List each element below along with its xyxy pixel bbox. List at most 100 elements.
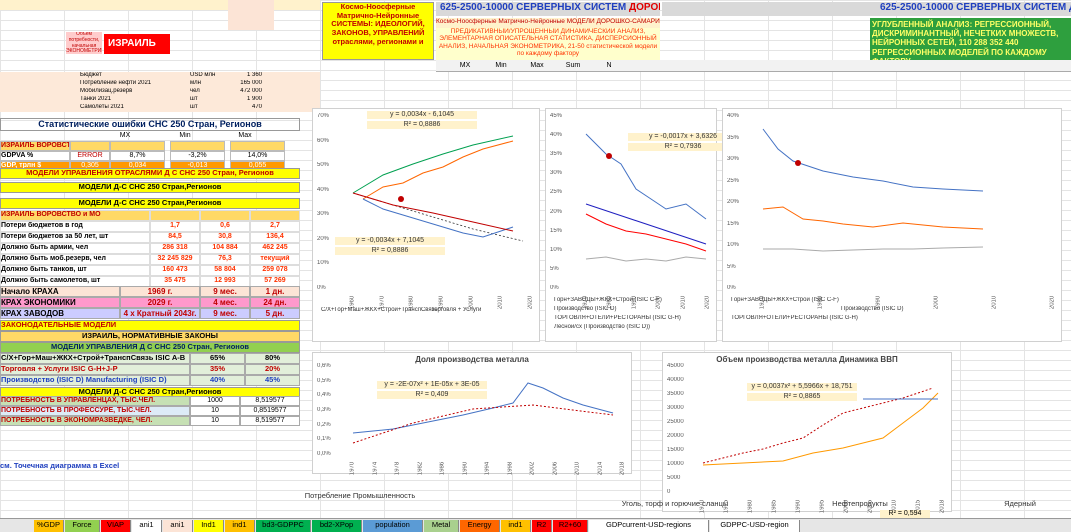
x-tick-label: 2006 bbox=[552, 461, 559, 476]
table-cell: ERROR bbox=[70, 151, 110, 161]
table-cell: 1969 г. bbox=[120, 286, 200, 297]
sheet-tab[interactable]: Metal bbox=[424, 520, 459, 532]
y-tick-label: 0% bbox=[550, 285, 559, 291]
y-tick-label: 30000 bbox=[667, 405, 684, 411]
series-line bbox=[585, 133, 707, 220]
grid-cell: 1 900 bbox=[246, 96, 262, 102]
trendline-equation: R² = 0,8886 bbox=[335, 247, 445, 256]
legend-entry: Горн+ЗАВОДЫ+ЖКХ+Строй (ISIC C-F) bbox=[554, 297, 662, 303]
table-cell: GDPVA % bbox=[0, 151, 70, 161]
trendline-equation: R² = 0,594 bbox=[880, 510, 930, 519]
trendline-equation: y = -0,0017x + 3,6326 bbox=[628, 133, 738, 142]
y-tick-label: 35000 bbox=[667, 391, 684, 397]
y-tick-label: 10% bbox=[550, 246, 563, 253]
sheet-tab[interactable]: R2+60 bbox=[553, 520, 588, 532]
sheet-tab[interactable]: ind1 bbox=[501, 520, 531, 532]
table-cell: 8,519577 bbox=[240, 416, 300, 426]
x-tick-label: 2018 bbox=[619, 461, 626, 476]
table-cell: 9 мес. bbox=[200, 308, 250, 319]
y-tick-label: 30% bbox=[550, 170, 563, 177]
table-cell: Производство (ISIC D) Manufacturing (ISI… bbox=[0, 375, 190, 386]
table-cell: Должно быть армии, чел bbox=[0, 243, 150, 254]
table-cell: КРАХ ЭКОНОМИКИ bbox=[0, 297, 120, 308]
section-title: Статистические ошибки СНС 250 Стран, Рег… bbox=[0, 118, 300, 131]
y-tick-label: 40% bbox=[317, 186, 330, 193]
sheet-tab[interactable]: Force bbox=[65, 520, 100, 532]
left-table: Статистические ошибки СНС 250 Стран, Рег… bbox=[0, 118, 305, 478]
column-header: Max bbox=[238, 132, 252, 139]
legend-entry: Горн+ЗАВОДЫ+ЖКХ+Строй (ISIC C-F) bbox=[731, 297, 839, 303]
sheet-tab[interactable]: ani1 bbox=[163, 520, 193, 532]
grid-cell: 472 000 bbox=[240, 88, 262, 94]
sheet-tab[interactable]: GDPcurrent-USD-regions bbox=[589, 520, 709, 532]
y-tick-label: 50% bbox=[317, 162, 330, 169]
grid-cell: 1 360 bbox=[246, 72, 262, 78]
sheet-tab[interactable]: ind1 bbox=[225, 520, 255, 532]
sheet-tab[interactable]: R2 bbox=[532, 520, 552, 532]
trend-line bbox=[352, 192, 514, 232]
header-fill bbox=[0, 0, 320, 10]
header-title-red: ДОРОШКО-САМАРИНОЙ bbox=[629, 2, 660, 13]
table-cell: 40% bbox=[190, 375, 245, 386]
table-cell: Должно быть моб.резерв, чел bbox=[0, 254, 150, 265]
table-cell: 136,4 bbox=[250, 232, 300, 243]
sheet-tab[interactable]: %GDP bbox=[34, 520, 64, 532]
section-title: ИЗРАИЛЬ, НОРМАТИВНЫЕ ЗАКОНЫ bbox=[0, 331, 300, 342]
table-cell: 30,8 bbox=[200, 232, 250, 243]
sheet-tab[interactable]: bd2-XPop bbox=[312, 520, 362, 532]
note: см. Точечная диаграмма в Excel bbox=[0, 462, 120, 470]
chart-metal-gdp: Объем производства металла Динамика ВВП 4… bbox=[662, 352, 952, 513]
series-line bbox=[362, 140, 514, 200]
sheet-tab[interactable]: VIAP bbox=[101, 520, 131, 532]
table-cell: С/Х+Гор+Маш+ЖКХ+Строй+ТранспСвязь ISIC A… bbox=[0, 353, 190, 364]
trendline-equation: R² = 0,7936 bbox=[628, 143, 738, 152]
header-title-bg: 625-2500-10000 СЕРВЕРНЫХ СИСТЕМ ДОРОШКО-… bbox=[436, 2, 660, 16]
sheet-tab[interactable]: ani1 bbox=[132, 520, 162, 532]
y-tick-label: 0,1% bbox=[317, 436, 331, 443]
table-cell bbox=[150, 210, 200, 221]
header-fill bbox=[228, 0, 274, 30]
x-tick-label: 2014 bbox=[597, 461, 604, 476]
trendline-equation: y = -2E-07x² + 1E-05x + 3E-05 bbox=[377, 381, 487, 390]
sheet-tab[interactable]: Ind1 bbox=[194, 520, 224, 532]
table-cell: 1,7 bbox=[150, 221, 200, 232]
table-cell bbox=[170, 141, 225, 151]
table-cell: 84,5 bbox=[150, 232, 200, 243]
table-cell: ПОТРЕБНОСТЬ В ЭКОНОМРАЗВЕДКЕ, ЧЕЛ. bbox=[0, 416, 190, 426]
series-line bbox=[585, 213, 707, 252]
sheet-tab[interactable]: population bbox=[363, 520, 423, 532]
table-cell: 76,3 bbox=[200, 254, 250, 265]
chart-title: Потребление Промышленность bbox=[304, 492, 416, 500]
chart-sector-share-2: 40% 35% 30% 25% 20% 15% 10% 5% 0% 1970 1980 1990 200… bbox=[722, 108, 1062, 342]
x-tick-label: 1982 bbox=[417, 461, 424, 476]
table-cell: 286 318 bbox=[150, 243, 200, 254]
x-tick-label: 1974 bbox=[372, 461, 379, 476]
sheet-tabs[interactable]: %GDP Force VIAP ani1 ani1 Ind1 ind1 bd3-GDPPC bd… bbox=[0, 518, 1071, 532]
table-cell: 10 bbox=[190, 416, 240, 426]
y-tick-label: 0 bbox=[667, 489, 671, 495]
table-cell: 45% bbox=[245, 375, 300, 386]
trend-line bbox=[702, 387, 934, 464]
trendline-equation: R² = 0,8865 bbox=[747, 393, 857, 402]
column-header: Max bbox=[530, 62, 544, 69]
y-tick-label: 60% bbox=[317, 137, 330, 144]
column-header: N bbox=[606, 62, 612, 69]
table-cell: 0,6 bbox=[200, 221, 250, 232]
table-cell: 259 078 bbox=[250, 265, 300, 276]
note-cell: Объем потребности, начальная ЭКОНОМЕТРИК… bbox=[66, 32, 102, 54]
sheet-tab[interactable]: GDPPC-USD-region bbox=[710, 520, 800, 532]
table-cell: Торговля + Услуги ISIC G-H+J-P bbox=[0, 364, 190, 375]
table-cell: 2,7 bbox=[250, 221, 300, 232]
y-tick-label: 0,3% bbox=[317, 407, 331, 413]
table-cell: ИЗРАИЛЬ ВОРОВСТВО bbox=[0, 141, 70, 151]
sheet-tab[interactable]: bd3-GDPPC bbox=[256, 520, 311, 532]
chart-plot bbox=[702, 387, 939, 466]
x-tick-label: 2002 bbox=[529, 461, 536, 476]
bottom-charts: Потребление Промышленность Уголь, торф и … bbox=[300, 490, 1071, 519]
y-tick-label: 70% bbox=[317, 113, 330, 119]
sheet-tab[interactable]: Energy bbox=[460, 520, 500, 532]
legend-entry: ТОРГОВЛЯ+ОТЕЛИ+РЕСТОРАНЫ (ISIC G-H) bbox=[731, 315, 858, 321]
chart-title: Ядерный bbox=[1004, 500, 1036, 508]
series-line bbox=[762, 128, 984, 192]
